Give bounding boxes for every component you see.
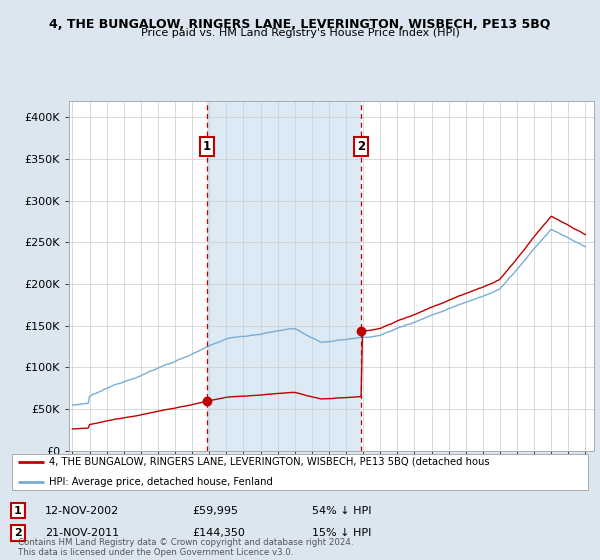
Text: £59,995: £59,995 [192,506,238,516]
Text: 1: 1 [14,506,22,516]
Text: 2: 2 [357,140,365,153]
Text: 4, THE BUNGALOW, RINGERS LANE, LEVERINGTON, WISBECH, PE13 5BQ (detached hous: 4, THE BUNGALOW, RINGERS LANE, LEVERINGT… [49,456,490,466]
Text: HPI: Average price, detached house, Fenland: HPI: Average price, detached house, Fenl… [49,477,274,487]
Text: £144,350: £144,350 [192,528,245,538]
Text: 4, THE BUNGALOW, RINGERS LANE, LEVERINGTON, WISBECH, PE13 5BQ: 4, THE BUNGALOW, RINGERS LANE, LEVERINGT… [49,18,551,31]
Text: Price paid vs. HM Land Registry's House Price Index (HPI): Price paid vs. HM Land Registry's House … [140,28,460,38]
Text: Contains HM Land Registry data © Crown copyright and database right 2024.
This d: Contains HM Land Registry data © Crown c… [18,538,353,557]
Text: 15% ↓ HPI: 15% ↓ HPI [312,528,371,538]
Text: 21-NOV-2011: 21-NOV-2011 [45,528,119,538]
Text: 54% ↓ HPI: 54% ↓ HPI [312,506,371,516]
Bar [207,101,361,451]
Text: 2: 2 [14,528,22,538]
Text: 1: 1 [203,140,211,153]
Text: 12-NOV-2002: 12-NOV-2002 [45,506,119,516]
